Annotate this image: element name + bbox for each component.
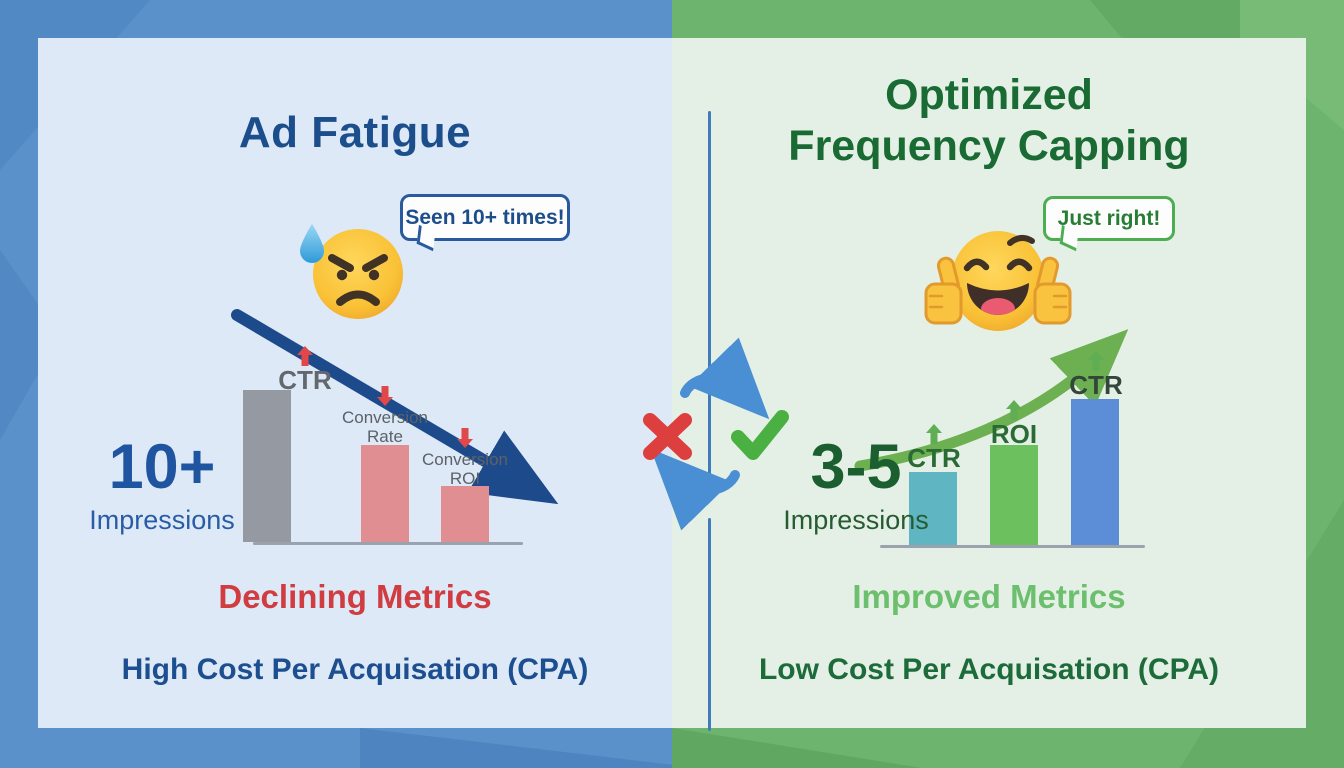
metric-up-arrow-icon <box>297 346 313 366</box>
metric-down-arrow-icon <box>377 386 393 406</box>
bar-conversion-roi <box>441 486 489 542</box>
comparison-card: Ad Fatigue <box>38 38 1306 731</box>
rising-trend-arrow-icon <box>854 329 1129 472</box>
impressions-value: 3-5 <box>810 432 902 502</box>
frequency-capping-panel: Optimized Frequency Capping <box>672 38 1306 728</box>
speech-bubble: Seen 10+ times! <box>400 194 570 241</box>
check-mark-icon <box>731 410 789 460</box>
x-mark-icon <box>643 413 692 460</box>
speech-bubble-text: Just right! <box>1057 206 1161 230</box>
bar-label: CTR <box>278 365 332 395</box>
happy-thumbs-up-emoji-icon <box>898 206 1098 356</box>
ad-fatigue-title: Ad Fatigue <box>238 108 472 157</box>
speech-bubble: Just right! <box>1043 196 1175 241</box>
declining-metrics-caption: Declining Metrics <box>218 578 492 615</box>
bar-label: CTR <box>907 443 961 473</box>
high-cpa-caption: High Cost Per Acquisation (CPA) <box>121 653 589 686</box>
title-line-1: Optimized <box>885 71 1093 119</box>
impressions-label: Impressions <box>783 505 929 535</box>
metric-up-arrow-icon <box>1088 351 1104 371</box>
speech-bubble-text: Seen 10+ times! <box>405 205 565 229</box>
title-line-2: Frequency Capping <box>788 121 1190 170</box>
frequency-capping-title: Optimized Frequency Capping <box>672 70 1306 171</box>
cycle-arrow-top-icon <box>680 337 770 420</box>
bar-ctr-2 <box>1071 399 1119 545</box>
impressions-block: 3-5 Impressions <box>750 436 962 536</box>
bar-label: Conversion ROI <box>422 450 508 489</box>
ad-fatigue-panel: Ad Fatigue <box>38 38 672 728</box>
impressions-block: 10+ Impressions <box>56 436 268 536</box>
bar-label: Conversion Rate <box>342 408 428 447</box>
angry-emoji-icon <box>300 218 410 322</box>
metric-down-arrow-icon <box>457 428 473 448</box>
divider-line <box>708 390 711 481</box>
chart-baseline <box>880 545 1145 548</box>
cycle-arrow-bottom-icon <box>650 448 740 531</box>
bar-roi <box>990 445 1038 545</box>
improving-bar-chart: CTR ROI CTR <box>860 300 1160 548</box>
impressions-value: 10+ <box>108 432 216 502</box>
divider-line <box>708 111 711 370</box>
improved-metrics-caption: Improved Metrics <box>852 578 1126 615</box>
bar-ctr <box>909 472 957 545</box>
bar-label: ROI <box>990 419 1038 449</box>
bar-conversion-rate <box>361 445 409 542</box>
chart-baseline <box>253 542 523 545</box>
impressions-label: Impressions <box>89 505 235 535</box>
divider-line <box>708 518 711 731</box>
bar-label: CTR <box>1069 370 1123 400</box>
low-cpa-caption: Low Cost Per Acquisation (CPA) <box>758 653 1220 686</box>
metric-up-arrow-icon <box>926 424 942 444</box>
bar-ctr <box>243 390 291 542</box>
metric-up-arrow-icon <box>1006 400 1022 420</box>
center-comparison-icons <box>643 337 789 531</box>
declining-bar-chart: CTR Conversion Rate Conversion ROI <box>203 338 533 545</box>
